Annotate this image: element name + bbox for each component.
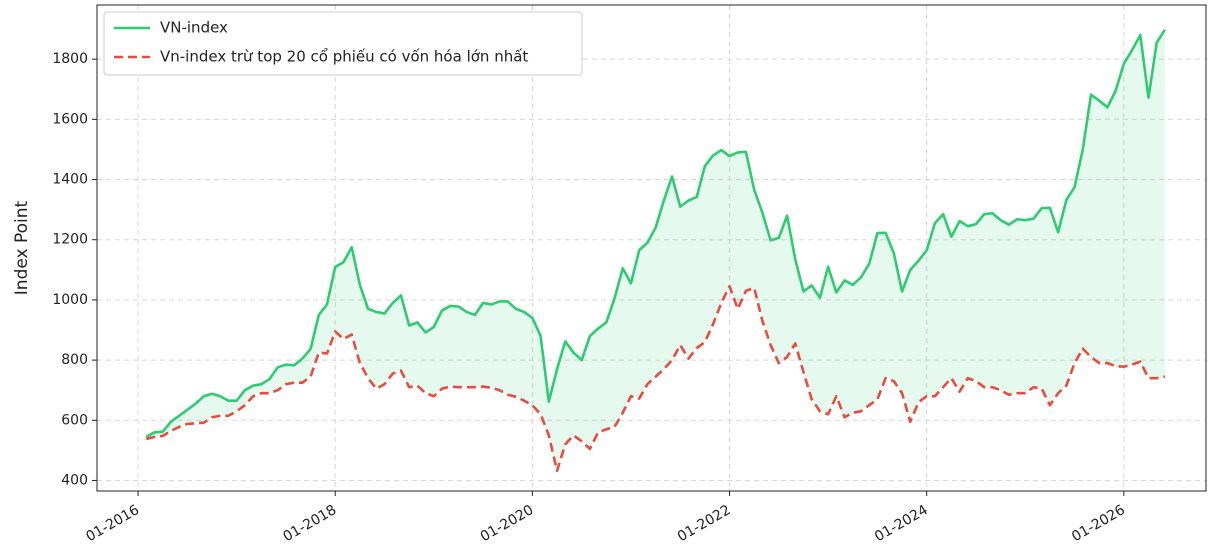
y-tick-label: 1600 (52, 111, 88, 127)
y-tick-label: 1200 (52, 232, 88, 248)
x-tick-label: 01-2022 (675, 502, 734, 545)
y-tick-label: 1800 (52, 51, 88, 67)
legend-box (103, 11, 583, 76)
x-tick-label: 01-2020 (478, 502, 537, 545)
x-tick-label: 01-2026 (1069, 502, 1128, 545)
y-tick-label: 400 (61, 472, 88, 488)
y-tick-label: 1400 (52, 172, 88, 188)
y-tick-label: 800 (61, 352, 88, 368)
series-line (145, 28, 1167, 438)
x-tick-label: 01-2024 (872, 502, 931, 545)
y-tick-label: 600 (61, 412, 88, 428)
plot-frame (96, 4, 1207, 492)
legend-label: VN-index (160, 19, 228, 37)
x-tick-label: 01-2018 (281, 502, 340, 545)
y-tick-label: 1000 (52, 292, 88, 308)
legend: VN-index Vn-index trừ top 20 cổ phiếu có … (103, 11, 583, 76)
series-line (145, 285, 1166, 473)
x-tick-label: 01-2016 (83, 502, 142, 545)
y-axis-label: Index Point (12, 200, 32, 295)
fill-between (146, 29, 1165, 471)
legend-label: Vn-index trừ top 20 cổ phiếu có vốn hóa … (160, 48, 528, 66)
